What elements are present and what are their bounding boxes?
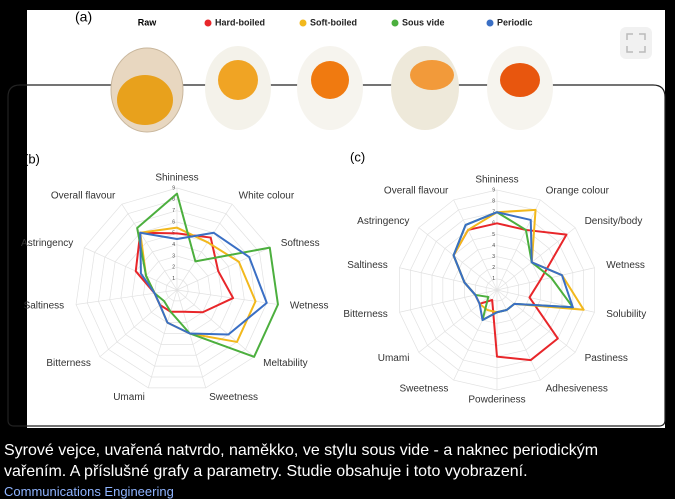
- source-link[interactable]: Communications Engineering: [4, 484, 174, 499]
- r-tick-label: 6: [172, 219, 175, 225]
- r-tick-label: 3: [172, 253, 175, 259]
- legend-swatch: [486, 19, 494, 27]
- axis-label: Overall flavour: [51, 190, 116, 201]
- r-tick-label: 7: [172, 208, 175, 214]
- axis-label: Softness: [281, 238, 320, 249]
- yolk: [218, 60, 258, 100]
- egg-photos: [110, 46, 553, 133]
- spoke: [176, 289, 279, 305]
- axis-label: Bitterness: [343, 309, 387, 320]
- legend-swatch: [204, 19, 212, 27]
- legend-label: Hard-boiled: [215, 17, 265, 27]
- yolk: [500, 63, 540, 97]
- spoke: [496, 199, 541, 291]
- r-tick-label: 1: [492, 276, 495, 282]
- axis-label: Umami: [378, 353, 410, 364]
- yolk: [311, 61, 349, 99]
- expand-button[interactable]: [620, 27, 652, 59]
- photo-label: Raw: [138, 17, 158, 27]
- spoke: [84, 247, 178, 291]
- axis-label: Density/body: [585, 216, 643, 227]
- spoke: [399, 267, 498, 291]
- axis-label: Solubility: [606, 309, 646, 320]
- axis-label: Meltability: [263, 358, 307, 369]
- axis-label: Astringency: [21, 238, 73, 249]
- r-tick-label: 5: [492, 232, 495, 238]
- r-tick-label: 4: [492, 243, 495, 249]
- spoke: [176, 289, 207, 388]
- series-line: [452, 211, 574, 322]
- caption-line: Syrové vejce, uvařená natvrdo, naměkko, …: [4, 442, 599, 459]
- legend-swatch: [299, 19, 307, 27]
- r-tick-label: 9: [492, 187, 495, 193]
- axis-label: Saltiness: [347, 260, 388, 271]
- spoke: [418, 227, 498, 291]
- spoke: [453, 199, 498, 291]
- axis-label: Overall flavour: [384, 186, 449, 197]
- axis-label: Wetness: [606, 260, 645, 271]
- grid-line: [75, 187, 279, 389]
- series-line: [134, 231, 235, 314]
- r-tick-label: 8: [492, 198, 495, 204]
- axis-label: Saltiness: [24, 301, 65, 312]
- grid-line: [142, 255, 212, 323]
- legend-label: Sous vide: [402, 17, 445, 27]
- spoke: [418, 289, 498, 353]
- spoke: [121, 204, 178, 291]
- spoke: [176, 247, 270, 291]
- axis-label: Orange colour: [546, 186, 610, 197]
- axis-label: White colour: [239, 190, 295, 201]
- legend-swatch: [391, 19, 399, 27]
- figure: (a) (b) (c) Raw Hard-boiled Soft-boiled So…: [7, 9, 666, 428]
- grid-line: [120, 232, 234, 345]
- spoke: [496, 227, 576, 291]
- spoke: [147, 289, 178, 388]
- spoke: [399, 289, 498, 313]
- axis-label: Shininess: [155, 173, 198, 184]
- grid-line: [165, 278, 189, 302]
- spoke: [496, 289, 576, 353]
- expand-icon[interactable]: [620, 27, 652, 59]
- panel-label: (b): [24, 151, 40, 166]
- yolk: [117, 75, 173, 125]
- axis-label: Sweetness: [399, 384, 448, 395]
- panel-label: (c): [350, 149, 365, 164]
- axis-label: Adhesiveness: [546, 384, 608, 395]
- axis-label: Umami: [113, 392, 145, 403]
- caption-line: vařením. A příslušné grafy a parametry. …: [4, 463, 528, 480]
- grid-line: [131, 244, 223, 334]
- r-tick-label: 3: [492, 254, 495, 260]
- yolk: [410, 60, 454, 90]
- spoke: [453, 289, 498, 381]
- r-tick-label: 9: [172, 185, 175, 191]
- spoke: [176, 204, 233, 291]
- series-line: [136, 192, 279, 358]
- r-tick-label: 4: [172, 242, 175, 248]
- r-tick-label: 2: [172, 265, 175, 271]
- axis-label: Astringency: [357, 216, 409, 227]
- r-tick-label: 8: [172, 197, 175, 203]
- spoke: [75, 289, 178, 305]
- spoke: [176, 289, 255, 358]
- grid-line: [86, 198, 268, 378]
- axis-label: Wetness: [290, 301, 329, 312]
- expand-glyph: [626, 33, 646, 53]
- axis-label: Sweetness: [209, 392, 258, 403]
- r-tick-label: 1: [172, 276, 175, 282]
- axis-label: Shininess: [475, 175, 518, 186]
- axis-label: Pastiness: [585, 353, 628, 364]
- axis-label: Bitterness: [46, 358, 90, 369]
- series-line: [139, 231, 268, 336]
- grid-line: [109, 221, 245, 356]
- legend-label: Soft-boiled: [310, 17, 357, 27]
- spoke: [496, 267, 595, 291]
- panel-label: (a): [75, 9, 92, 25]
- caption: Syrové vejce, uvařená natvrdo, naměkko, …: [4, 440, 598, 482]
- panel-frame: [7, 84, 666, 427]
- legend-label: Periodic: [497, 17, 533, 27]
- r-tick-label: 2: [492, 265, 495, 271]
- axis-label: Powderiness: [468, 395, 525, 406]
- spoke: [496, 289, 541, 381]
